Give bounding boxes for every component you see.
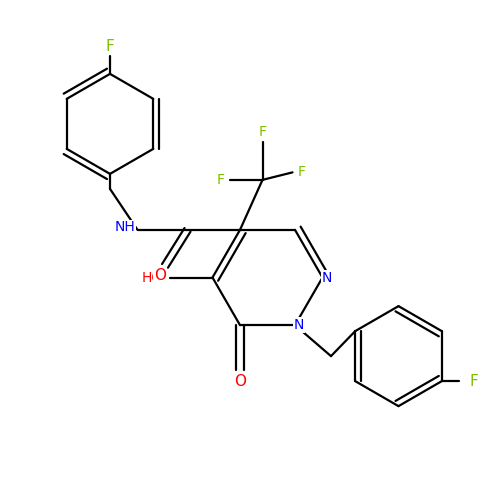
Text: F: F	[106, 39, 114, 54]
Text: HO: HO	[142, 270, 163, 284]
Text: F: F	[217, 173, 225, 187]
Text: NH: NH	[114, 220, 135, 234]
Text: N: N	[294, 318, 304, 332]
Text: O: O	[234, 374, 246, 388]
Text: F: F	[298, 166, 306, 179]
Text: N: N	[322, 270, 332, 284]
Text: F: F	[258, 126, 266, 140]
Text: O: O	[154, 268, 166, 283]
Text: F: F	[470, 374, 478, 388]
